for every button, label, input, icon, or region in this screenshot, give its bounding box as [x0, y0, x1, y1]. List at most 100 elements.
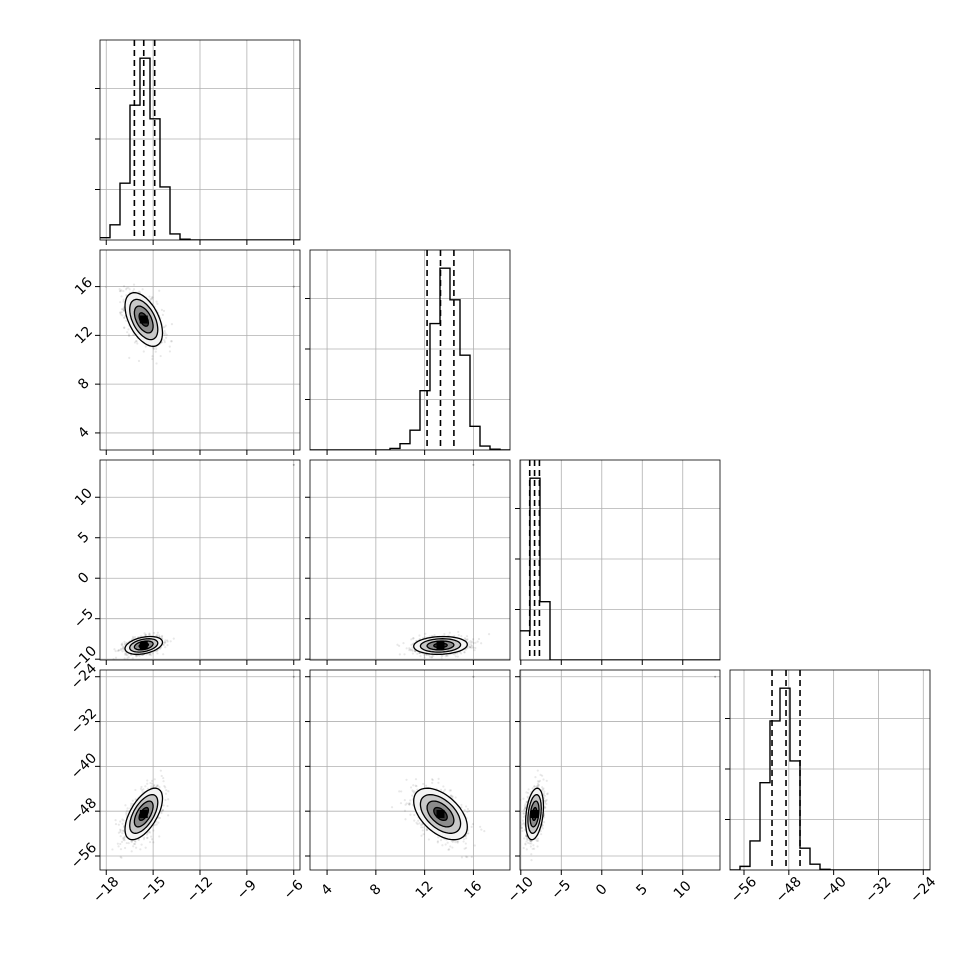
y-tick-label: 16: [72, 275, 96, 299]
sample-point: [416, 652, 419, 655]
sample-point: [448, 848, 451, 851]
sample-point: [149, 298, 152, 301]
sample-point: [413, 790, 416, 793]
sample-point: [473, 844, 476, 847]
sample-point: [119, 828, 122, 831]
sample-point: [148, 632, 151, 635]
sample-point: [436, 841, 439, 844]
sample-point: [441, 844, 444, 847]
sample-point: [134, 788, 137, 792]
sample-point: [400, 790, 403, 793]
sample-point: [420, 826, 423, 829]
sample-point: [412, 784, 415, 787]
sample-point: [414, 784, 417, 787]
sample-point: [146, 837, 149, 840]
sample-point: [151, 652, 154, 655]
sample-point: [460, 652, 463, 655]
sample-point: [143, 836, 146, 839]
sample-point: [160, 774, 163, 778]
density-content: [104, 283, 295, 365]
histogram-step: [100, 57, 300, 240]
sample-point: [162, 326, 165, 329]
sample-point: [430, 656, 433, 659]
sample-point: [463, 847, 466, 850]
sample-point: [161, 809, 165, 812]
sample-point: [139, 848, 142, 851]
histogram-panel-2: [515, 459, 721, 665]
sample-point: [472, 638, 475, 641]
sample-point: [152, 347, 156, 351]
gridlines: [310, 250, 510, 450]
sample-point: [126, 654, 129, 657]
sample-point: [470, 825, 473, 829]
sample-point: [480, 828, 483, 831]
sample-point: [131, 637, 134, 640]
sample-point: [154, 350, 157, 353]
sample-point: [118, 289, 121, 293]
sample-point: [123, 835, 126, 838]
sample-point: [524, 843, 527, 846]
panel-background: [520, 460, 720, 660]
sample-point: [170, 323, 174, 326]
sample-point: [152, 631, 156, 635]
sample-point: [418, 822, 421, 825]
sample-point: [121, 837, 125, 840]
x-tick-label: −18: [90, 874, 122, 906]
sample-point: [142, 788, 145, 791]
sample-point: [126, 331, 129, 334]
sample-point: [423, 654, 426, 657]
sample-point: [119, 855, 122, 859]
sample-point: [148, 840, 152, 844]
sample-point: [164, 786, 167, 789]
sample-point: [135, 340, 138, 343]
sample-point: [526, 795, 529, 798]
sample-point: [398, 790, 401, 793]
sample-point: [162, 643, 165, 647]
gridlines: [100, 40, 300, 240]
sample-point: [424, 632, 427, 635]
sample-point: [425, 829, 428, 832]
density-peak: [139, 809, 148, 818]
sample-point: [148, 633, 151, 636]
sample-point: [443, 788, 447, 791]
sample-point: [477, 637, 481, 641]
sample-point: [158, 816, 162, 820]
sample-point: [159, 354, 162, 358]
sample-point: [134, 339, 138, 343]
sample-point: [432, 654, 435, 657]
y-tick-label: −40: [68, 750, 100, 782]
sample-point: [409, 813, 412, 816]
sample-point: [464, 846, 468, 850]
sample-point: [425, 653, 428, 657]
sample-point: [114, 650, 117, 653]
sample-point: [413, 791, 416, 794]
sample-point: [412, 790, 415, 793]
sample-point: [457, 630, 460, 634]
density-peak: [139, 315, 148, 324]
sample-point: [161, 808, 164, 812]
sample-point: [119, 842, 122, 846]
panel-frame: [309, 459, 511, 661]
sample-point: [469, 641, 473, 644]
sample-point: [454, 841, 457, 844]
sample-point: [408, 649, 411, 652]
sample-point: [140, 843, 143, 846]
sample-point: [130, 804, 133, 807]
sample-point: [409, 648, 412, 651]
sample-point: [483, 830, 486, 833]
sample-point: [151, 357, 154, 361]
sample-point: [124, 288, 128, 291]
sample-point: [403, 653, 406, 656]
sample-point: [167, 798, 170, 801]
panel-frame: [519, 459, 721, 661]
sample-point: [156, 649, 159, 653]
sample-point: [164, 646, 167, 649]
histogram-step: [310, 267, 510, 450]
y-tick-label: −56: [68, 840, 100, 872]
density-content: [112, 463, 295, 660]
sample-point: [521, 819, 524, 822]
sample-point: [422, 833, 425, 836]
sample-point: [119, 829, 122, 832]
sample-point: [141, 288, 144, 291]
sample-point: [414, 650, 417, 653]
